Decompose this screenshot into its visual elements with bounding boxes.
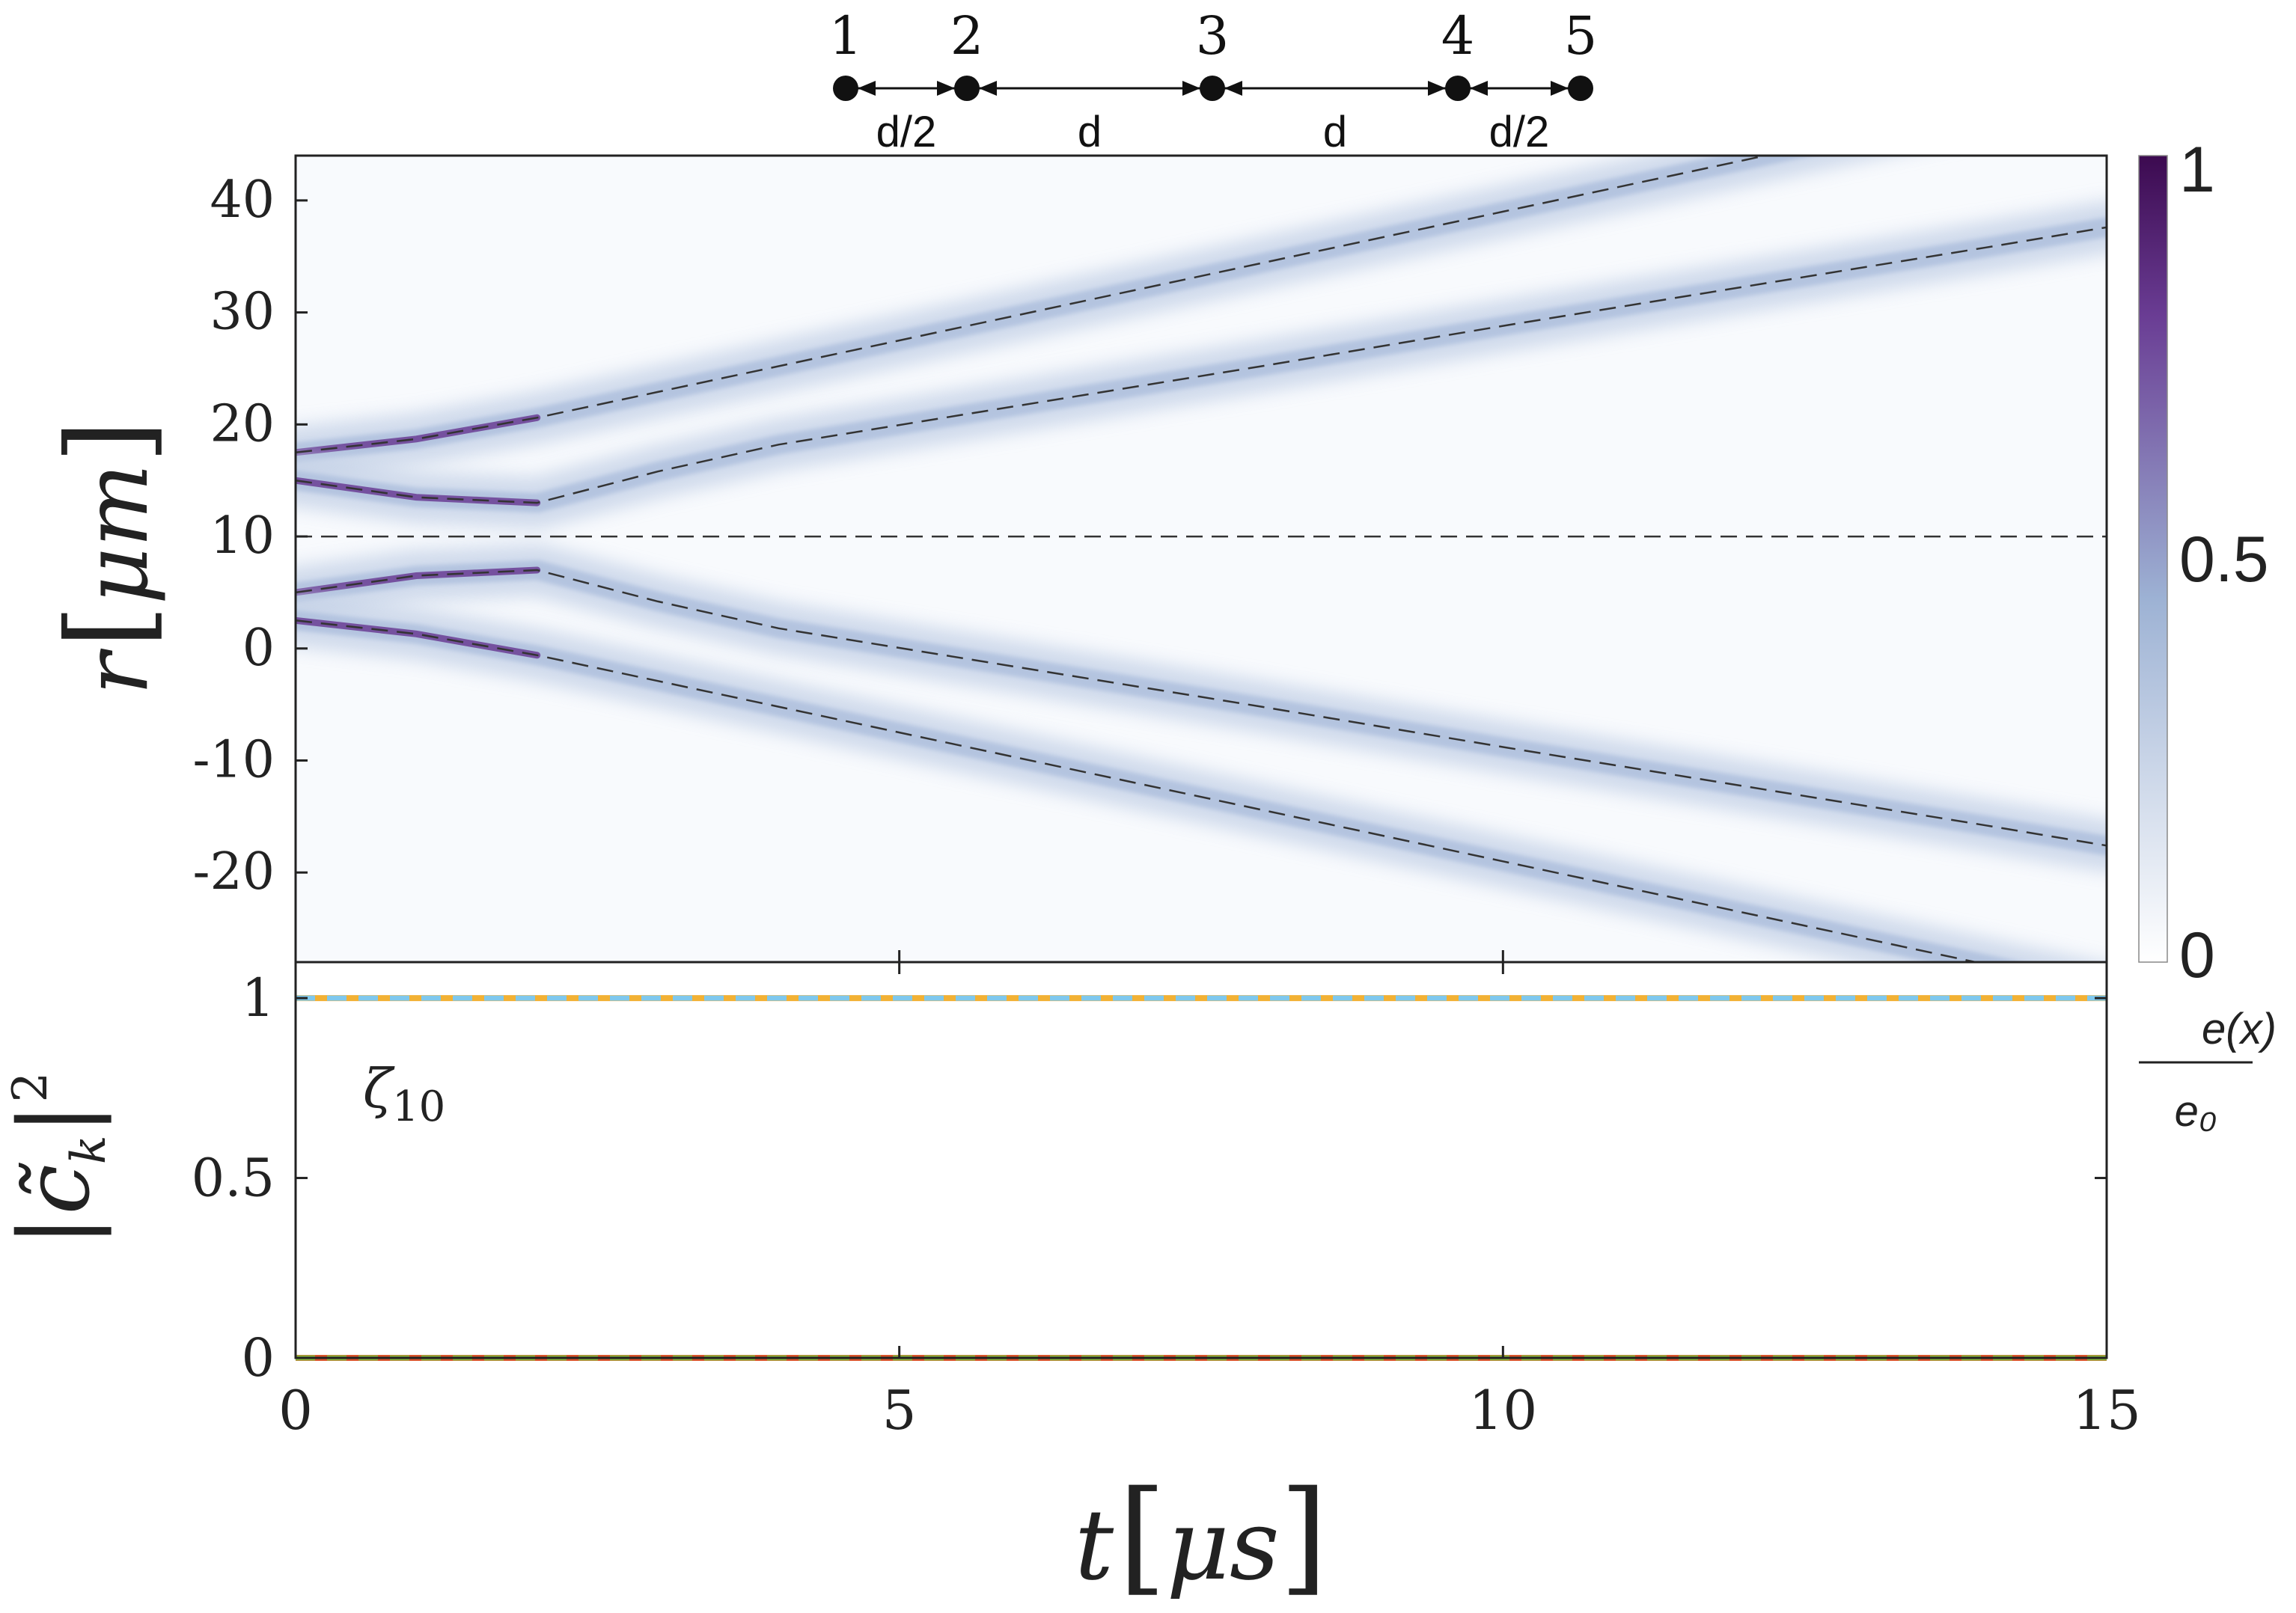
line-y-tick-label: 0.5: [192, 1148, 275, 1209]
line-x-label-unit: μs: [1167, 1488, 1280, 1602]
line-y-label: |c̃k|2: [0, 1072, 117, 1247]
line-y-tick-label: 0: [241, 1327, 275, 1389]
heatmap-y-label-base: r: [64, 648, 168, 695]
chain-arrowhead: [1428, 81, 1446, 96]
colorbar-bar: [2138, 155, 2168, 963]
chain-arrowhead: [1182, 81, 1200, 96]
line-y-ticks: 00.51: [192, 967, 2107, 1389]
line-x-tick-label: 15: [2072, 1379, 2141, 1442]
chain-site-label: 5: [1564, 5, 1598, 67]
chain-site-dot: [954, 76, 980, 101]
heatmap-panel: -20 -10 0 10 20 30 40 r[μm]: [43, 154, 2108, 964]
annotation-zeta: ζ: [363, 1057, 395, 1120]
chain-site-dot: [1568, 76, 1593, 101]
svg-text:r[μm]: r[μm]: [43, 420, 174, 695]
colorbar: 00.51 e(x) e₀: [2138, 134, 2277, 1136]
chain-spacing-label: d: [1323, 108, 1347, 156]
chain-site-dot: [1200, 76, 1225, 101]
colorbar-tick-label: 0: [2179, 919, 2215, 991]
line-x-tick-label: 5: [882, 1379, 917, 1442]
heatmap-y-label: r[μm]: [43, 420, 174, 695]
svg-text:|c̃k|2: |c̃k|2: [0, 1072, 117, 1247]
annotation-subscript: 10: [392, 1083, 445, 1131]
colorbar-ticks: 00.51: [2179, 134, 2269, 991]
line-y-tick-label: 1: [241, 967, 275, 1029]
trajectory-line: [296, 619, 1980, 962]
line-x-tick-label: 10: [1469, 1379, 1538, 1442]
chain-site-label: 3: [1196, 5, 1230, 67]
heatmap-y-tick-label: 10: [210, 506, 275, 566]
colorbar-tick-label: 1: [2179, 134, 2215, 206]
line-x-tick-label: 0: [278, 1379, 313, 1442]
chain-diagram: d/2 d d d/2 1 2 3 4 5: [829, 5, 1598, 156]
trajectory-lines: [296, 156, 2107, 962]
chain-arrowhead: [1470, 81, 1488, 96]
line-plot-frame: [294, 961, 2108, 1359]
heatmap-y-tick-label: 0: [242, 619, 275, 678]
line-x-ticks: 0 5 10 15: [278, 962, 2141, 1442]
heatmap-y-ticks: -20 -10 0 10 20 30 40: [192, 171, 308, 902]
colorbar-label-denominator: e₀: [2175, 1087, 2217, 1136]
chain-arrowhead: [858, 81, 876, 96]
line-plot-annotation: ζ10: [363, 1057, 445, 1131]
chain-arrowhead: [979, 81, 997, 96]
heatmap-y-label-unit: μm: [64, 463, 168, 605]
svg-text:t[μs]: t[μs]: [1075, 1464, 1328, 1608]
heatmap-y-tick-label: 30: [210, 283, 275, 342]
heatmap-y-tick-label: -20: [192, 842, 275, 902]
line-x-label-base: t: [1075, 1488, 1114, 1602]
chain-arrowhead: [1551, 81, 1569, 96]
colorbar-tick-label: 0.5: [2179, 524, 2269, 596]
chain-site-label: 2: [950, 5, 984, 67]
heatmap-y-tick-label: 40: [210, 171, 275, 230]
chain-spacing-label: d/2: [876, 108, 937, 156]
chain-site-dot: [833, 76, 858, 101]
chain-arrowhead: [1224, 81, 1242, 96]
chain-arrowhead: [937, 81, 955, 96]
colorbar-label-numerator: e(x): [2202, 1005, 2277, 1053]
line-x-label: t[μs]: [1075, 1464, 1328, 1608]
chain-site-label: 1: [829, 5, 863, 67]
chain-spacing-label: d/2: [1489, 108, 1550, 156]
heatmap-x-ticks: [294, 950, 2108, 962]
chain-site-dot: [1445, 76, 1471, 101]
line-panel: 00.51 0 5 10 15 ζ10 |c̃k|2 t[μs]: [0, 961, 2141, 1608]
chain-site-label: 4: [1441, 5, 1475, 67]
line-plot-background: [296, 962, 2107, 1358]
heatmap-y-tick-label: -10: [192, 731, 275, 790]
chain-spacing-label: d: [1078, 108, 1102, 156]
trajectory-line: [296, 156, 1771, 454]
heatmap-y-tick-label: 20: [210, 394, 275, 453]
